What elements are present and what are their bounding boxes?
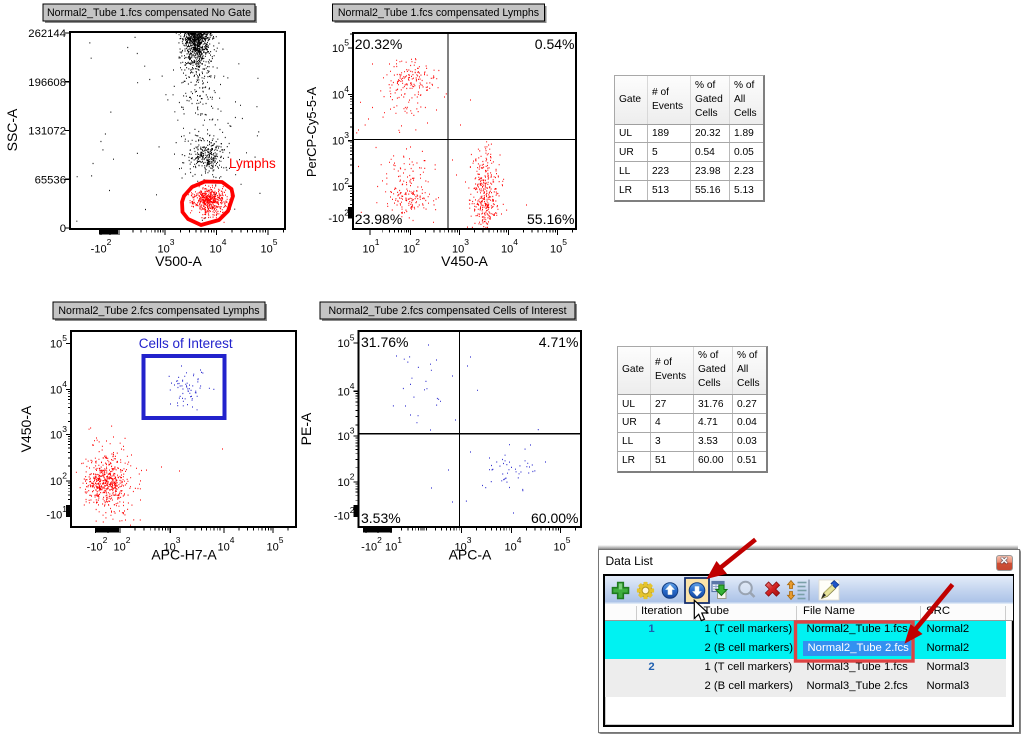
- svg-text:PerCP-Cy5-5-A: PerCP-Cy5-5-A: [304, 87, 319, 178]
- svg-text:102: 102: [114, 535, 131, 554]
- svg-text:104: 104: [501, 237, 518, 256]
- svg-text:Normal2_Tube 1.fcs compensated: Normal2_Tube 1.fcs compensated Lymphs: [338, 7, 539, 19]
- svg-text:105: 105: [338, 333, 355, 351]
- svg-text:4.71%: 4.71%: [539, 334, 579, 350]
- svg-text:196608: 196608: [28, 77, 66, 89]
- svg-text:-102: -102: [87, 535, 108, 554]
- svg-text:V450-A: V450-A: [18, 405, 34, 452]
- svg-text:101: 101: [385, 535, 402, 554]
- svg-text:20.32%: 20.32%: [355, 36, 402, 52]
- svg-text:104: 104: [332, 84, 349, 102]
- svg-text:23.98%: 23.98%: [355, 211, 402, 227]
- svg-text:65536: 65536: [35, 174, 66, 186]
- svg-text:APC-H7-A: APC-H7-A: [151, 547, 217, 563]
- svg-text:Normal2_Tube 2.fcs compensated: Normal2_Tube 2.fcs compensated Cells of …: [328, 305, 566, 317]
- svg-text:101: 101: [363, 237, 380, 256]
- svg-text:31.76%: 31.76%: [361, 334, 408, 350]
- svg-text:55.16%: 55.16%: [527, 211, 574, 227]
- svg-text:0.54%: 0.54%: [535, 36, 575, 52]
- svg-text:-102: -102: [361, 535, 382, 554]
- svg-text:104: 104: [50, 379, 67, 397]
- svg-text:105: 105: [267, 535, 284, 554]
- svg-text:102: 102: [403, 237, 420, 256]
- svg-text:103: 103: [338, 426, 355, 444]
- svg-text:-102: -102: [91, 237, 112, 256]
- svg-text:Normal2_Tube 1.fcs compensated: Normal2_Tube 1.fcs compensated No Gate: [47, 7, 251, 19]
- svg-text:V450-A: V450-A: [441, 253, 488, 269]
- svg-text:SSC-A: SSC-A: [4, 108, 20, 151]
- svg-text:131072: 131072: [28, 126, 66, 138]
- svg-text:-102: -102: [334, 505, 355, 523]
- svg-text:APC-A: APC-A: [449, 547, 492, 563]
- svg-text:0: 0: [60, 223, 66, 235]
- svg-text:Lymphs: Lymphs: [229, 156, 276, 171]
- svg-text:Normal2_Tube 2.fcs compensated: Normal2_Tube 2.fcs compensated Lymphs: [58, 305, 259, 317]
- svg-text:102: 102: [50, 471, 67, 489]
- svg-text:Cells of Interest: Cells of Interest: [139, 336, 233, 351]
- svg-text:PE-A: PE-A: [298, 412, 314, 445]
- svg-text:V500-A: V500-A: [155, 253, 202, 269]
- svg-text:60.00%: 60.00%: [531, 510, 578, 526]
- svg-text:104: 104: [210, 237, 227, 256]
- svg-text:102: 102: [332, 176, 349, 194]
- svg-text:-101: -101: [46, 504, 67, 522]
- svg-text:102: 102: [338, 471, 355, 489]
- svg-text:103: 103: [50, 424, 67, 442]
- svg-text:3.53%: 3.53%: [361, 510, 401, 526]
- svg-text:104: 104: [505, 535, 522, 554]
- svg-text:105: 105: [550, 237, 567, 256]
- svg-text:103: 103: [332, 130, 349, 148]
- svg-text:104: 104: [338, 381, 355, 399]
- svg-text:262144: 262144: [28, 28, 66, 40]
- svg-text:104: 104: [218, 535, 235, 554]
- svg-text:105: 105: [554, 535, 571, 554]
- svg-text:105: 105: [50, 333, 67, 351]
- svg-text:-102: -102: [328, 208, 349, 226]
- svg-text:105: 105: [332, 38, 349, 56]
- svg-text:105: 105: [261, 237, 278, 256]
